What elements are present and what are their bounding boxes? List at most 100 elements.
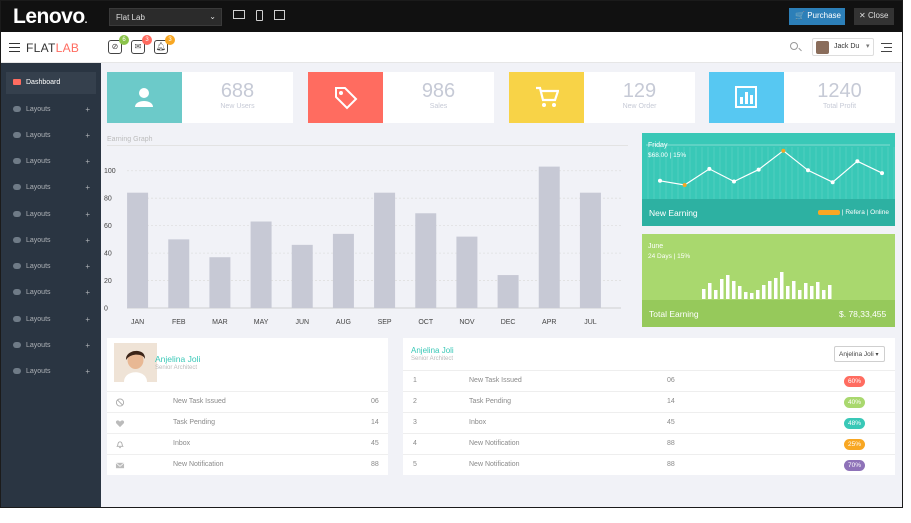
comment-icon [13, 263, 21, 269]
list-item[interactable]: New Notification 88 [107, 454, 388, 475]
line-point [756, 167, 761, 172]
inbox-notification-button[interactable]: ✉ 3 [131, 35, 152, 54]
sidebar-item-label: Layouts [26, 316, 51, 323]
list-item[interactable]: Task Pending 14 [107, 412, 388, 433]
sidebar-item-layouts[interactable]: Layouts + [6, 282, 96, 304]
row-label: New Task Issued [469, 377, 522, 384]
list-item[interactable]: New Task Issued 06 [107, 391, 388, 412]
widget-footer-label: Total Earning [649, 309, 699, 319]
sidebar-item-layouts[interactable]: Layouts + [6, 335, 96, 357]
cart-icon [536, 86, 559, 107]
widget-footer-label: New Earning [649, 208, 698, 218]
sidebar-item-layouts[interactable]: Layouts + [6, 204, 96, 226]
y-tick-label: 100 [104, 168, 116, 175]
comment-icon [13, 211, 21, 217]
stat-card-sales[interactable]: 986 Sales [308, 72, 494, 123]
line-point [806, 168, 810, 173]
sidebar-item-layouts[interactable]: Layouts + [6, 177, 96, 199]
table-row[interactable]: 5 New Notification 88 70% [403, 454, 895, 475]
mobile-icon[interactable] [274, 10, 285, 20]
theme-select[interactable]: Flat Lab ⌄ [109, 8, 222, 26]
alerts-notification-button[interactable]: 🔔︎ 3 [154, 35, 175, 54]
widget-footer: Total Earning $. 78,33,455 [642, 300, 895, 327]
stat-symbol [308, 72, 383, 123]
sidebar-item-label: Layouts [26, 263, 51, 270]
table-row[interactable]: 3 Inbox 45 48% [403, 412, 895, 433]
row-label: New Notification [469, 440, 520, 447]
tablet-icon[interactable] [256, 10, 263, 21]
sidebar-item-layouts[interactable]: Layouts + [6, 125, 96, 147]
bar-jan [127, 192, 149, 308]
table-row[interactable]: 1 New Task Issued 06 60% [403, 370, 895, 391]
x-tick-label: SEP [378, 319, 392, 326]
comment-icon [13, 316, 21, 322]
stat-card-new-order[interactable]: 129 New Order [509, 72, 695, 123]
logo-accent: LAB [55, 41, 80, 55]
brand-text: Lenovo [13, 5, 85, 28]
mini-bar [780, 272, 784, 299]
x-tick-label: DEC [501, 319, 516, 326]
earning-line [659, 149, 883, 186]
tasks-notification-button[interactable]: ⊘ 6 [108, 35, 129, 54]
user-select-value: Anjelina Joli [839, 351, 874, 358]
app-logo[interactable]: FLATLAB [26, 41, 79, 55]
table-row[interactable]: 2 Task Pending 14 40% [403, 391, 895, 412]
sidebar-item-layouts[interactable]: Layouts + [6, 256, 96, 278]
sidebar-item-label: Layouts [26, 237, 51, 244]
y-tick-label: 40 [104, 251, 112, 258]
percent-badge: 60% [844, 376, 865, 387]
sidebar-toggle-icon[interactable] [9, 43, 20, 52]
user-select[interactable]: Anjelina Joli ▾ [834, 346, 885, 362]
row-count: 88 [667, 461, 675, 468]
user-menu[interactable]: Jack Du ▾ [812, 38, 874, 56]
mini-bar [792, 281, 796, 299]
legend-refera: Refera [845, 209, 865, 216]
line-point [781, 148, 786, 153]
earning-line-widget: Friday $68.00 | 15% New Earning | Refera… [642, 133, 895, 226]
profile-title: Senior Architect [155, 365, 198, 371]
table-row[interactable]: 4 New Notification 88 25% [403, 433, 895, 454]
sidebar-item-layouts[interactable]: Layouts + [6, 361, 96, 383]
bell-icon [116, 441, 124, 449]
earning-line-chart [646, 144, 895, 199]
mini-bar [786, 286, 790, 299]
desktop-icon[interactable] [233, 10, 245, 19]
preview-bar: Lenovo. Flat Lab ⌄ 🛒 Purchase ✕ Close [1, 1, 902, 32]
row-label: Task Pending [469, 398, 512, 405]
user-icon [135, 88, 153, 107]
stat-card-new-users[interactable]: 688 New Users [107, 72, 293, 123]
profile-photo [114, 343, 157, 382]
sidebar-item-layouts[interactable]: Layouts + [6, 309, 96, 331]
comment-icon [13, 342, 21, 348]
close-button[interactable]: ✕ Close [854, 8, 894, 25]
plus-icon: + [85, 341, 90, 350]
sidebar-item-dashboard[interactable]: Dashboard [6, 72, 96, 94]
sidebar-item-layouts[interactable]: Layouts + [6, 99, 96, 121]
right-menu-icon[interactable] [881, 43, 892, 52]
search-icon[interactable] [790, 42, 798, 50]
purchase-button[interactable]: 🛒 Purchase [789, 8, 845, 25]
percent-badge: 40% [844, 397, 865, 408]
mini-bar [768, 281, 772, 299]
purchase-label: Purchase [807, 11, 841, 20]
bar-sep [374, 192, 396, 308]
percent-badge: 48% [844, 418, 865, 429]
sidebar-item-layouts[interactable]: Layouts + [6, 151, 96, 173]
x-tick-label: JUL [584, 319, 597, 326]
bar-jul [579, 192, 601, 308]
sidebar-item-layouts[interactable]: Layouts + [6, 230, 96, 252]
task-owner-title: Senior Architect [411, 356, 454, 362]
plus-icon: + [85, 105, 90, 114]
inbox-badge: 3 [142, 35, 152, 45]
line-point [682, 183, 687, 187]
x-tick-label: MAY [254, 319, 269, 326]
x-tick-label: AUG [336, 319, 351, 326]
list-item[interactable]: Inbox 45 [107, 433, 388, 454]
comment-icon [13, 184, 21, 190]
stat-card-total-profit[interactable]: 1240 Total Profit [709, 72, 895, 123]
mini-bar [828, 285, 832, 299]
x-tick-label: OCT [418, 319, 434, 326]
mini-bar [804, 283, 808, 299]
bar-feb [168, 239, 190, 308]
tag-icon [335, 87, 358, 110]
